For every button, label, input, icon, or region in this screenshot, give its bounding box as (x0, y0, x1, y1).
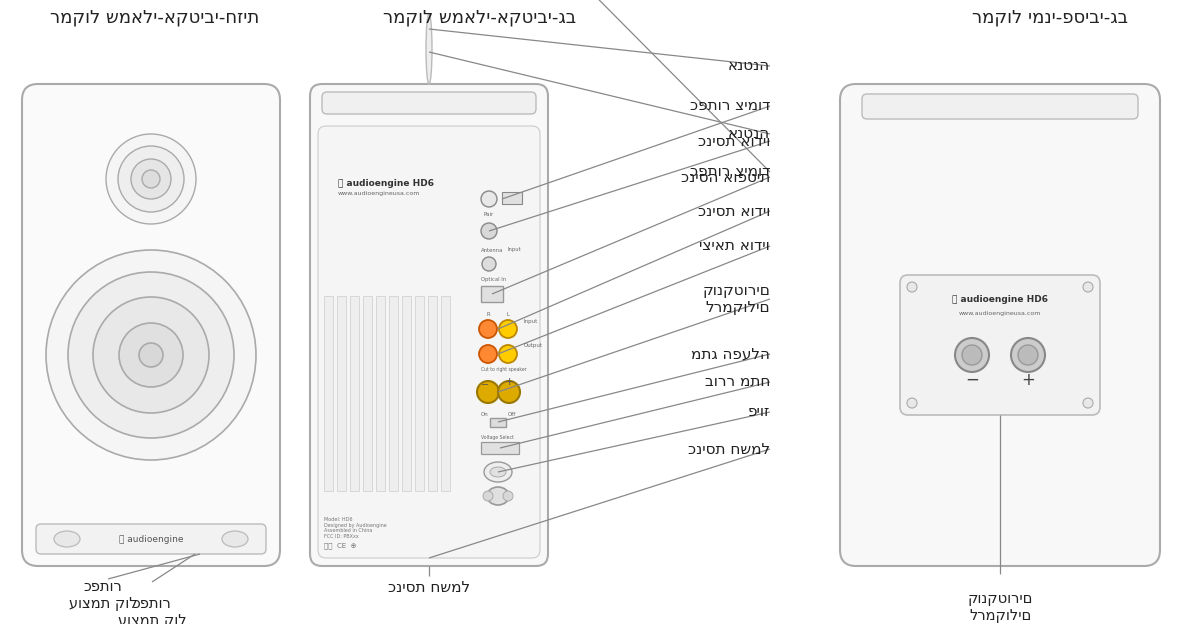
Text: רמקול ימני-פסיבי-גב: רמקול ימני-פסיבי-גב (972, 8, 1128, 26)
Bar (324, 296, 334, 491)
Text: Input: Input (524, 319, 539, 324)
Ellipse shape (1010, 338, 1045, 372)
Text: כפתור צימוד: כפתור צימוד (690, 165, 770, 180)
Text: R: R (486, 311, 490, 316)
Bar (415, 296, 424, 491)
Ellipse shape (54, 531, 80, 547)
Text: רמקול שמאלי-אקטיבי-גב: רמקול שמאלי-אקטיבי-גב (384, 8, 576, 26)
Ellipse shape (498, 381, 520, 403)
Text: Output: Output (524, 343, 542, 348)
Text: בורר מתח: בורר מתח (704, 374, 770, 389)
Ellipse shape (222, 531, 248, 547)
Text: +: + (504, 377, 514, 387)
Text: Voltage Select: Voltage Select (481, 436, 514, 441)
Bar (350, 296, 359, 491)
Ellipse shape (499, 345, 517, 363)
Ellipse shape (131, 159, 172, 199)
Ellipse shape (482, 257, 496, 271)
Ellipse shape (478, 381, 499, 403)
Ellipse shape (503, 491, 514, 501)
Text: +: + (1021, 371, 1034, 389)
Bar (490, 418, 506, 427)
Text: מתג הפעלה: מתג הפעלה (691, 346, 770, 361)
Text: Ⓒⓔ  CE  ⊕: Ⓒⓔ CE ⊕ (324, 543, 356, 549)
Ellipse shape (499, 320, 517, 338)
Bar (428, 296, 437, 491)
Text: אנטנה: אנטנה (728, 127, 770, 142)
Ellipse shape (142, 170, 160, 188)
Ellipse shape (426, 14, 432, 84)
Text: −: − (481, 380, 490, 390)
FancyBboxPatch shape (318, 126, 540, 558)
Ellipse shape (139, 343, 163, 367)
Text: כניסת חשמל: כניסת חשמל (688, 442, 770, 457)
Text: On: On (481, 411, 488, 416)
Bar (402, 296, 410, 491)
Text: קונקטורים
לרמקולים: קונקטורים לרמקולים (702, 283, 770, 315)
Ellipse shape (907, 398, 917, 408)
Bar (481, 286, 503, 302)
Text: פיוז: פיוז (748, 404, 770, 419)
Ellipse shape (962, 345, 982, 365)
Text: Input: Input (508, 248, 522, 253)
Ellipse shape (46, 250, 256, 460)
FancyBboxPatch shape (310, 84, 548, 566)
Text: Antenna: Antenna (481, 248, 503, 253)
Text: כניסת אודיו: כניסת אודיו (697, 203, 770, 218)
FancyBboxPatch shape (862, 94, 1138, 119)
FancyBboxPatch shape (840, 84, 1160, 566)
Text: רמקול שמאלי-אקטיבי-חזית: רמקול שמאלי-אקטיבי-חזית (50, 8, 259, 26)
Text: ⓐ audioengine: ⓐ audioengine (119, 535, 184, 544)
Ellipse shape (106, 134, 196, 224)
Ellipse shape (907, 282, 917, 292)
Text: Optical In: Optical In (481, 278, 506, 283)
Ellipse shape (479, 345, 497, 363)
Text: Pair: Pair (484, 212, 494, 217)
Text: כניסת חשמל: כניסת חשמל (388, 580, 470, 595)
Text: כפתור
עוצמת קול: כפתור עוצמת קול (68, 579, 137, 612)
Ellipse shape (481, 191, 497, 207)
FancyBboxPatch shape (22, 84, 280, 566)
Ellipse shape (68, 272, 234, 438)
Ellipse shape (1084, 398, 1093, 408)
Text: כפתור
עוצמת קול: כפתור עוצמת קול (118, 596, 186, 624)
Ellipse shape (481, 223, 497, 239)
Text: Model: HD6
Designed by Audioengine
Assembled in China
FCC ID: PBXxx: Model: HD6 Designed by Audioengine Assem… (324, 517, 386, 539)
Ellipse shape (94, 297, 209, 413)
Text: ⓐ audioengine HD6: ⓐ audioengine HD6 (338, 180, 434, 188)
Text: Off: Off (508, 411, 516, 416)
Ellipse shape (490, 467, 506, 477)
Ellipse shape (487, 487, 509, 505)
Bar (442, 296, 450, 491)
FancyBboxPatch shape (36, 524, 266, 554)
Ellipse shape (955, 338, 989, 372)
Bar (502, 192, 522, 204)
Bar (481, 442, 520, 454)
FancyBboxPatch shape (322, 92, 536, 114)
Text: יציאת אודיו: יציאת אודיו (700, 238, 770, 253)
Text: L: L (506, 311, 510, 316)
Ellipse shape (1018, 345, 1038, 365)
Ellipse shape (479, 320, 497, 338)
Ellipse shape (119, 323, 182, 387)
Text: −: − (965, 371, 979, 389)
Ellipse shape (484, 462, 512, 482)
Text: www.audioengineusa.com: www.audioengineusa.com (338, 192, 420, 197)
Ellipse shape (1084, 282, 1093, 292)
FancyBboxPatch shape (900, 275, 1100, 415)
Text: www.audioengineusa.com: www.audioengineusa.com (959, 311, 1042, 316)
Text: קונקטורים
לרמקולים: קונקטורים לרמקולים (967, 591, 1033, 623)
Bar (389, 296, 398, 491)
Text: Cut to right speaker: Cut to right speaker (481, 368, 527, 373)
Ellipse shape (118, 146, 184, 212)
Text: כניסת אודיו: כניסת אודיו (697, 134, 770, 149)
Text: אנטנה: אנטנה (728, 59, 770, 74)
Bar (364, 296, 372, 491)
Bar (376, 296, 385, 491)
Text: כפתור צימוד: כפתור צימוד (690, 99, 770, 114)
Text: כניסה אופטית: כניסה אופטית (680, 170, 770, 185)
Ellipse shape (482, 491, 493, 501)
Bar (337, 296, 346, 491)
Text: ⓐ audioengine HD6: ⓐ audioengine HD6 (952, 296, 1048, 305)
